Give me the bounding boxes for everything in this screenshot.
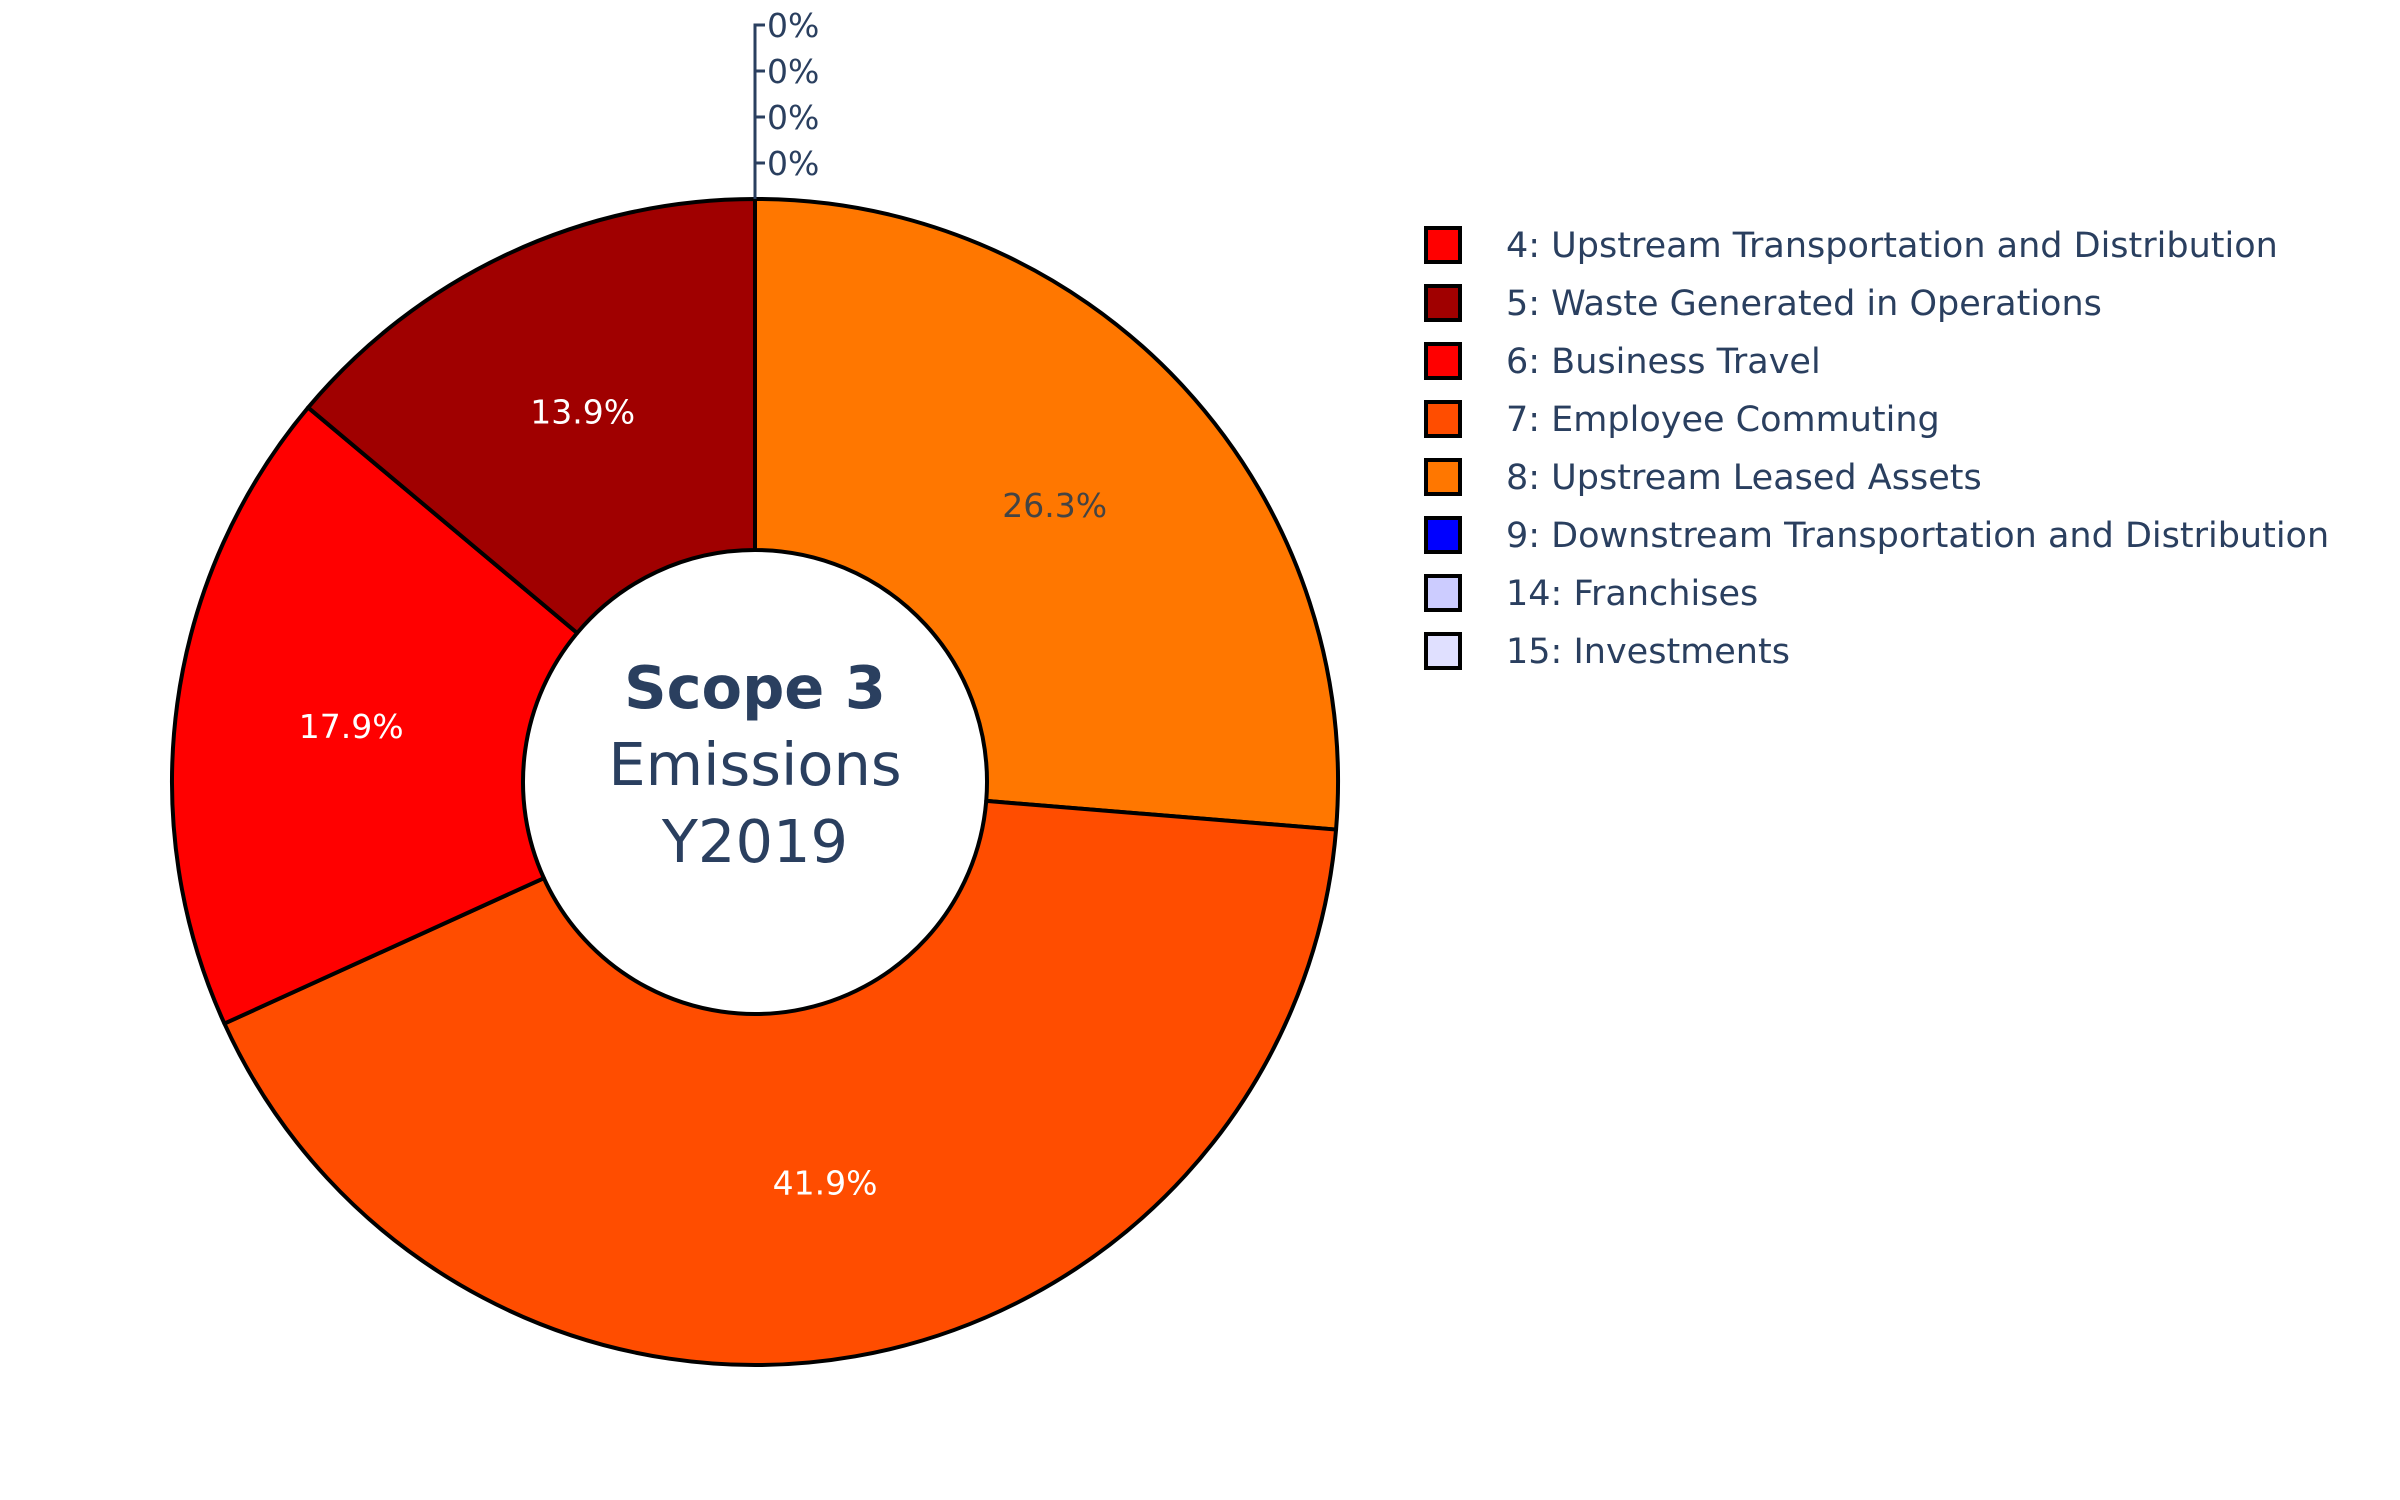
legend-label-1[interactable]: 4: Upstream Transportation and Distribut… xyxy=(1506,226,2278,266)
legend-swatch-3[interactable] xyxy=(1424,342,1462,380)
slice-label-2: 41.9% xyxy=(773,1163,878,1202)
legend-label-7[interactable]: 14: Franchises xyxy=(1506,574,1758,614)
legend-label-5[interactable]: 8: Upstream Leased Assets xyxy=(1506,458,1982,498)
legend-swatch-7[interactable] xyxy=(1424,574,1462,612)
center-title-line2: Emissions xyxy=(608,730,901,799)
slice-1 xyxy=(753,197,1340,832)
legend-label-3[interactable]: 6: Business Travel xyxy=(1506,342,1821,382)
legend-label-2[interactable]: 5: Waste Generated in Operations xyxy=(1506,284,2102,324)
donut-slices xyxy=(170,197,1340,1367)
zero-value-label: 0% xyxy=(767,144,819,183)
legend-swatch-4[interactable] xyxy=(1424,400,1462,438)
zero-label-leader xyxy=(753,23,765,199)
center-title-line3: Y2019 xyxy=(661,807,848,876)
legend-label-4[interactable]: 7: Employee Commuting xyxy=(1506,400,1940,440)
zero-value-labels: 0% 0% 0% 0% xyxy=(753,6,819,199)
legend-label-8[interactable]: 15: Investments xyxy=(1506,632,1790,672)
center-title: Scope 3 Emissions Y2019 xyxy=(608,653,901,876)
legend-label-6[interactable]: 9: Downstream Transportation and Distrib… xyxy=(1506,516,2329,556)
legend-swatch-5[interactable] xyxy=(1424,458,1462,496)
slice-3 xyxy=(170,405,580,1026)
slice-2 xyxy=(222,798,1339,1367)
legend-swatch-6[interactable] xyxy=(1424,516,1462,554)
percent-labels: 26.3% 41.9% 17.9% 13.9% xyxy=(299,393,1107,1203)
zero-value-label: 0% xyxy=(767,52,819,91)
legend: 4: Upstream Transportation and Distribut… xyxy=(1424,226,2329,672)
slice-label-3: 17.9% xyxy=(299,707,404,746)
legend-swatch-8[interactable] xyxy=(1424,632,1462,670)
legend-swatch-2[interactable] xyxy=(1424,284,1462,322)
center-title-bold: Scope 3 xyxy=(624,653,886,722)
slice-label-1: 26.3% xyxy=(1002,486,1107,525)
slice-label-4: 13.9% xyxy=(530,393,635,432)
slice-4 xyxy=(306,197,757,635)
zero-value-label: 0% xyxy=(767,98,819,137)
zero-value-label: 0% xyxy=(767,6,819,45)
legend-swatch-1[interactable] xyxy=(1424,226,1462,264)
